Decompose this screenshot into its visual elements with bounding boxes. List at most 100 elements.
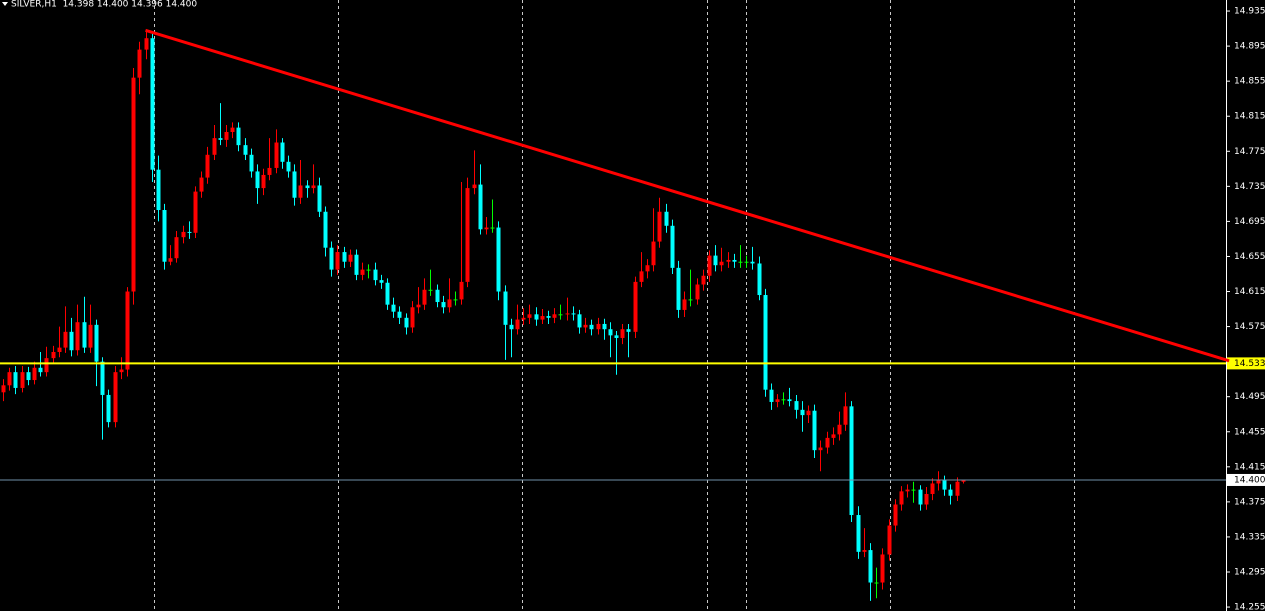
level-label-box	[1227, 357, 1265, 370]
y-tick-label: 14.575	[1234, 322, 1265, 332]
candle-body	[88, 324, 93, 348]
candle-body	[794, 401, 799, 410]
candle-body	[936, 479, 941, 484]
candle-body	[150, 38, 155, 170]
candle-body	[942, 479, 947, 490]
candle-body	[608, 329, 613, 336]
candle-body	[94, 324, 99, 362]
candle-body	[806, 410, 811, 416]
candle-body	[342, 252, 347, 262]
candle-body	[905, 489, 910, 492]
candle-body	[614, 335, 619, 338]
candle-body	[162, 210, 167, 262]
candle-body	[862, 550, 867, 552]
candle-body	[1, 385, 6, 393]
candle-body	[732, 259, 737, 262]
candle-body	[744, 261, 749, 263]
y-tick-label: 14.855	[1234, 77, 1265, 87]
candle-body	[478, 184, 483, 230]
candle-body	[428, 289, 433, 291]
candle-body	[676, 267, 681, 310]
menu-icon[interactable]	[2, 2, 8, 6]
y-tick-label: 14.255	[1234, 603, 1265, 611]
y-tick-label: 14.455	[1234, 427, 1265, 437]
candle-body	[701, 275, 706, 285]
candle-body	[305, 185, 310, 189]
candle-body	[948, 489, 953, 496]
candle-body	[484, 227, 489, 230]
candle-body	[224, 131, 229, 140]
candle-body	[602, 323, 607, 330]
candle-body	[280, 142, 285, 162]
trendline	[145, 28, 1230, 363]
candle-body	[831, 434, 836, 438]
candle-body	[713, 255, 718, 266]
candle-body	[218, 138, 223, 140]
y-tick-label: 14.375	[1234, 497, 1265, 507]
candle-body	[100, 361, 105, 395]
candle-body	[503, 291, 508, 325]
candle-body	[168, 258, 173, 262]
candle-body	[763, 295, 768, 390]
candle-body	[521, 317, 526, 320]
candle-body	[286, 161, 291, 172]
candle-body	[490, 227, 495, 229]
candle-body	[955, 481, 960, 496]
candle-body	[596, 323, 601, 330]
y-tick-label: 14.495	[1234, 392, 1265, 402]
y-tick-label: 14.775	[1234, 147, 1265, 157]
candle-body	[918, 489, 923, 505]
candle-body	[422, 289, 427, 305]
candle-body	[243, 145, 248, 155]
candle-body	[887, 525, 892, 555]
candle-body	[404, 317, 409, 328]
candle-body	[812, 410, 817, 451]
candle-body	[144, 38, 149, 50]
candle-body	[416, 304, 421, 308]
candle-body	[51, 351, 56, 359]
candle-body	[137, 49, 142, 78]
candle-body	[472, 184, 477, 189]
candle-body	[441, 302, 446, 308]
candle-body	[174, 237, 179, 259]
candle-body	[366, 269, 371, 271]
candle-body	[32, 367, 37, 381]
candle-body	[410, 307, 415, 328]
candle-body	[775, 399, 780, 402]
candle-body	[373, 269, 378, 281]
candle-body	[534, 314, 539, 320]
y-tick-label: 14.335	[1234, 532, 1265, 542]
y-tick-label: 14.615	[1234, 287, 1265, 297]
y-tick-label: 14.895	[1234, 42, 1265, 52]
candle-body	[930, 483, 935, 494]
y-tick-label: 14.735	[1234, 182, 1265, 192]
candle-body	[69, 331, 74, 351]
candle-body	[230, 127, 235, 132]
candle-body	[670, 225, 675, 268]
candle-body	[113, 372, 118, 423]
candle-body	[125, 291, 130, 370]
candle-body	[465, 188, 470, 282]
candle-body	[459, 281, 464, 300]
price-label-box	[1227, 473, 1265, 486]
candle-body	[249, 154, 254, 172]
y-tick-label: 14.815	[1234, 112, 1265, 122]
candle-body	[800, 409, 805, 416]
candle-body	[187, 231, 192, 233]
candle-body	[292, 171, 297, 198]
candle-body	[757, 263, 762, 296]
candle-body	[626, 329, 631, 332]
candle-body	[298, 185, 303, 198]
candle-body	[837, 424, 842, 435]
candle-body	[131, 77, 136, 292]
candle-body	[435, 289, 440, 303]
candle-body	[236, 127, 241, 146]
candle-body	[26, 372, 31, 381]
candle-body	[577, 314, 582, 328]
candle-body	[552, 314, 557, 318]
candle-body	[360, 269, 365, 275]
candle-body	[849, 406, 854, 516]
price-label: 14.400	[1234, 475, 1265, 485]
